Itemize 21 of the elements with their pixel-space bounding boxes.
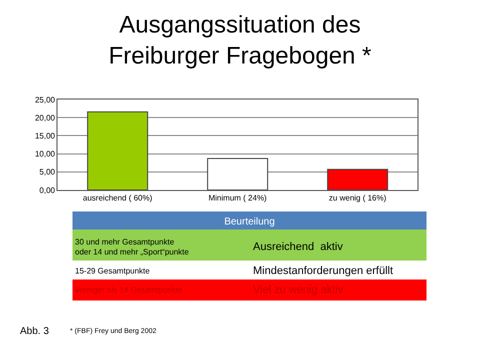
text: Beurteilung [224, 216, 275, 228]
y-tick-label: 20,00 [34, 113, 56, 122]
x-tick-label: Minimum ( 24%) [208, 194, 268, 203]
y-tick-label: 0,00 [39, 186, 56, 195]
text: 30 und mehr Gesamtpunkte oder 14 und mehr „Sport“punkte [75, 237, 190, 257]
y-tick-label: 25,00 [34, 95, 56, 104]
caption: Abb. 3 [20, 326, 50, 337]
x-tick-label: zu wenig ( 16%) [328, 194, 387, 203]
text: 15-29 Gesamtpunkte [75, 266, 150, 276]
x-tick-label: ausreichend ( 60%) [82, 194, 153, 203]
bar [87, 111, 148, 190]
chart-title: Ausgangssituation des Freiburger Fragebogen * [108, 11, 372, 70]
y-tick-label: 10,00 [34, 150, 56, 159]
y-tick-label: 15,00 [34, 132, 56, 141]
bar [327, 168, 388, 190]
text: Weniger als 14 Gesamtpunkte [75, 286, 184, 294]
y-tick-label: 5,00 [39, 168, 56, 177]
text: Viel zu wenig aktiv [253, 284, 344, 296]
bar [207, 158, 268, 190]
text: Ausreichend aktiv [253, 241, 344, 253]
text: Mindestanforderungen erfüllt [253, 265, 394, 277]
